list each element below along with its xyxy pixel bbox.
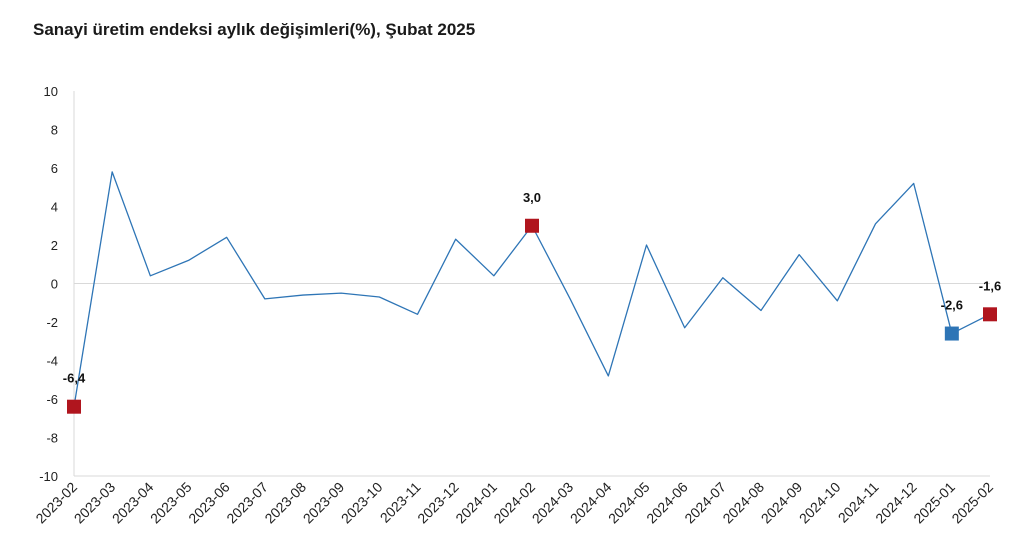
y-tick-label: -10: [39, 469, 58, 484]
y-tick-label: -4: [46, 354, 58, 369]
x-tick-label: 2023-10: [338, 479, 386, 527]
y-tick-label: -2: [46, 315, 58, 330]
highlight-markers: [67, 218, 997, 414]
x-tick-label: 2024-03: [529, 479, 577, 527]
x-tick-label: 2024-09: [758, 479, 806, 527]
chart-title: Sanayi üretim endeksi aylık değişimleri(…: [33, 20, 476, 39]
x-tick-label: 2023-07: [223, 479, 271, 527]
x-tick-label: 2023-05: [147, 479, 195, 527]
y-tick-label: -8: [46, 431, 58, 446]
x-tick-label: 2025-01: [910, 479, 958, 527]
y-tick-label: 6: [51, 161, 58, 176]
x-tick-label: 2024-02: [490, 479, 538, 527]
x-tick-label: 2024-08: [719, 479, 767, 527]
y-tick-label: -6: [46, 392, 58, 407]
highlight-marker: [983, 307, 997, 322]
x-tick-label: 2023-08: [261, 479, 309, 527]
x-tick-label: 2024-05: [605, 479, 653, 527]
x-axis: 2023-022023-032023-042023-052023-062023-…: [32, 475, 996, 527]
data-label: -2,6: [941, 298, 963, 313]
y-tick-label: 4: [51, 200, 58, 215]
highlight-marker: [67, 399, 81, 414]
x-tick-label: 2024-06: [643, 479, 691, 527]
x-tick-label: 2024-10: [796, 479, 844, 527]
y-axis: 10 8 6 4 2 0 -2 -4 -6 -8 -10: [39, 84, 990, 484]
x-tick-label: 2023-09: [300, 479, 348, 527]
data-label: -6,4: [63, 371, 86, 386]
x-tick-label: 2024-12: [872, 479, 920, 527]
data-labels: -6,4 3,0 -2,6 -1,6: [63, 190, 1001, 386]
x-tick-label: 2024-04: [567, 479, 615, 527]
x-tick-label: 2023-04: [109, 479, 157, 527]
x-tick-label: 2023-06: [185, 479, 233, 527]
series-line: [73, 171, 991, 407]
data-label: -1,6: [979, 278, 1001, 293]
x-tick-label: 2023-03: [71, 479, 119, 527]
series-polyline: [73, 171, 991, 407]
x-tick-label: 2023-02: [32, 479, 80, 527]
highlight-marker: [944, 326, 959, 341]
data-label: 3,0: [523, 190, 541, 205]
x-tick-label: 2024-07: [681, 479, 729, 527]
y-tick-label: 2: [51, 238, 58, 253]
y-tick-label: 0: [51, 277, 58, 292]
x-tick-label: 2025-02: [948, 479, 996, 527]
x-tick-label: 2024-01: [452, 479, 500, 527]
highlight-marker: [525, 218, 539, 233]
y-tick-label: 8: [51, 123, 58, 138]
x-tick-label: 2023-12: [414, 479, 462, 527]
y-tick-label: 10: [44, 84, 58, 99]
